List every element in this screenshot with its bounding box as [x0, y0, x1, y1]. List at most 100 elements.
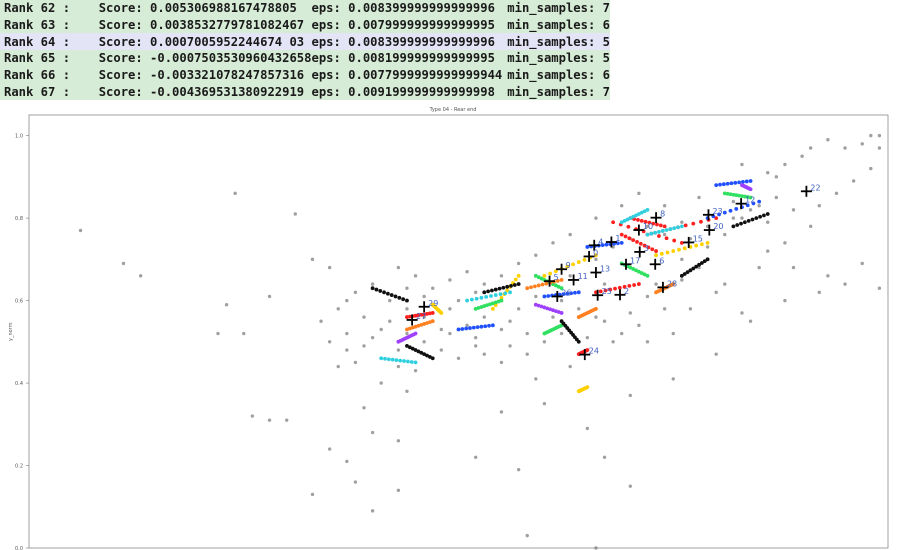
cluster-point [748, 195, 753, 200]
cluster-point [539, 276, 544, 281]
cluster-point [556, 284, 561, 289]
min-samples-value: min_samples: 7 [507, 0, 610, 17]
eps-value: eps: 0.008399999999999996 [311, 33, 508, 51]
cluster-point [735, 223, 740, 227]
cluster-point [636, 269, 641, 274]
noise-point [362, 315, 366, 319]
noise-point [499, 360, 504, 365]
cluster-point [473, 306, 478, 311]
cluster-point [410, 325, 415, 330]
cluster-point [460, 327, 465, 331]
noise-point [602, 319, 607, 323]
min-samples-value: min_samples: 6 [507, 16, 610, 34]
noise-point [697, 265, 701, 270]
centroid-label: 1 [615, 234, 620, 243]
noise-point [267, 418, 272, 422]
cluster-point [634, 268, 638, 273]
noise-point [388, 319, 392, 323]
cluster-point [370, 286, 375, 291]
cluster-point [654, 253, 658, 258]
cluster-point [613, 286, 617, 291]
cluster-point [683, 223, 688, 228]
cluster-point [731, 192, 736, 197]
cluster-point [513, 277, 518, 282]
cluster-point [419, 312, 424, 317]
cluster-point [486, 289, 490, 294]
noise-point [680, 220, 684, 224]
noise-point [680, 278, 684, 282]
y-axis-ticks: 0.0 0.2 0.4 0.6 0.8 1.0 [15, 134, 29, 550]
noise-point [594, 546, 598, 550]
cluster-point [725, 191, 730, 196]
noise-point [757, 204, 761, 208]
noise-point [705, 245, 710, 249]
cluster-point [615, 241, 620, 246]
cluster-point [742, 220, 747, 225]
cluster-point [682, 272, 687, 276]
y-tick-label: 0.6 [15, 299, 23, 305]
cluster-point [379, 356, 384, 361]
cluster-point [622, 218, 627, 223]
cluster-point [576, 339, 581, 344]
cluster-point [737, 180, 742, 185]
cluster-point [750, 217, 755, 222]
noise-point [370, 509, 375, 513]
noise-point [327, 340, 332, 344]
noise-point [731, 216, 736, 220]
cluster-point [405, 315, 409, 319]
cluster-point [422, 322, 427, 326]
cluster-point [725, 181, 730, 186]
score-value: Score: 0.0007005952244674 03 [98, 33, 312, 51]
cluster-point [476, 306, 481, 310]
cluster-point [733, 180, 738, 185]
cluster-point [565, 291, 570, 296]
noise-point [345, 331, 349, 336]
cluster-point [742, 194, 747, 199]
ranking-row: Rank 63 : Score: 0.0038532779781082467 eps… [0, 16, 610, 34]
noise-point [568, 232, 572, 237]
eps-value: eps: 0.007999999999999995 [311, 16, 508, 34]
cluster-point [604, 242, 609, 247]
cluster-point [582, 257, 587, 262]
cluster-point [672, 226, 677, 231]
y-axis-label: y_norm [8, 322, 14, 341]
noise-point [542, 401, 547, 406]
cluster-point [545, 306, 550, 311]
noise-point [336, 307, 340, 311]
noise-point [396, 348, 401, 352]
cluster-point [542, 273, 547, 278]
centroid-label: 29 [428, 299, 438, 308]
ranking-row: Rank 67 : Score: -0.004369531380922919 eps… [0, 83, 610, 101]
cluster-point [699, 242, 704, 247]
cluster-point [645, 207, 650, 212]
cluster-point [516, 282, 521, 286]
noise-point [843, 146, 847, 150]
noise-point [869, 166, 873, 171]
cluster-point [553, 283, 558, 288]
noise-point [345, 348, 349, 352]
cluster-point [751, 201, 756, 206]
cluster-point [427, 311, 432, 316]
cluster-point [598, 289, 603, 294]
cluster-point [474, 296, 479, 301]
rank-label: Rank 62 : [0, 0, 99, 17]
noise-point [224, 302, 229, 307]
cluster-point [645, 232, 650, 237]
cluster-point [664, 228, 669, 232]
noise-point [602, 282, 607, 286]
cluster-point [729, 181, 734, 186]
noise-point [860, 142, 864, 146]
noise-point [620, 204, 624, 208]
noise-point [714, 352, 718, 356]
noise-point [637, 191, 641, 196]
cluster-point [765, 212, 770, 216]
centroid-label: 20 [713, 222, 723, 231]
cluster-point [628, 216, 633, 220]
noise-point [748, 208, 753, 212]
cluster-point [390, 357, 395, 362]
cluster-point [405, 344, 409, 348]
cluster-point [585, 385, 590, 390]
cluster-point [722, 191, 727, 196]
cluster-point [456, 327, 461, 332]
cluster-point [493, 303, 498, 308]
